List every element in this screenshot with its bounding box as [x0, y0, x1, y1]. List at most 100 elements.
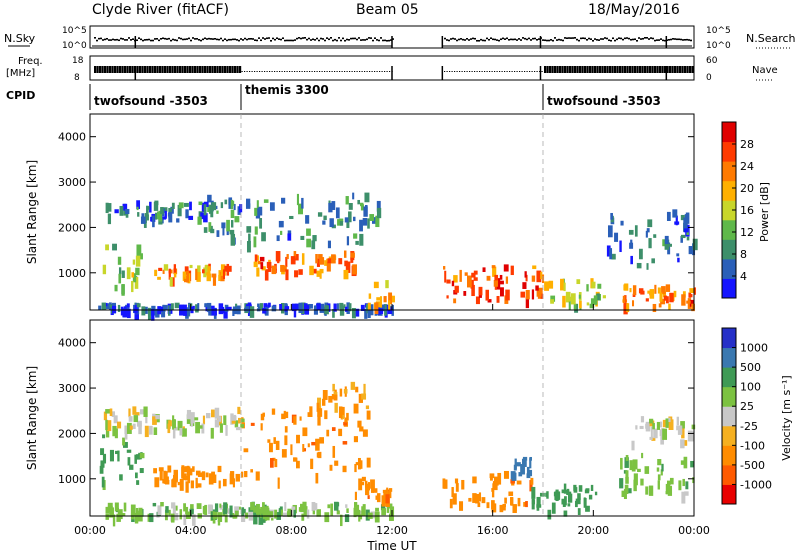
nsky-trace-segment	[596, 39, 598, 41]
power-pixel	[200, 212, 204, 220]
nsky-trace-segment	[244, 37, 246, 40]
time-tick-label: 12:00	[376, 524, 408, 537]
velocity-pixel	[124, 425, 127, 435]
cpid-segment-label: twofsound -3503	[94, 94, 208, 108]
velocity-pixel	[211, 409, 215, 418]
power-pixel	[350, 257, 354, 263]
nsky-trace-segment	[252, 38, 254, 40]
power-pixel	[536, 270, 542, 283]
nsky-trace-segment	[544, 39, 546, 42]
freq-sample	[606, 66, 609, 73]
power-pixel	[205, 264, 210, 273]
nsky-trace-segment	[654, 39, 656, 42]
nsky-trace-segment	[146, 38, 148, 41]
nsky-trace-segment	[178, 37, 180, 39]
power-pixel	[228, 197, 233, 209]
nsky-trace-segment	[600, 38, 602, 40]
power-pixel	[367, 218, 370, 229]
nsky-trace-segment	[582, 37, 584, 40]
colorbar-swatch	[722, 386, 736, 407]
velocity-pixel	[240, 424, 245, 428]
velocity-pixel	[561, 489, 567, 494]
power-pixel	[204, 303, 209, 308]
velocity-ylabel: Slant Range [km]	[25, 366, 39, 470]
power-echo-region	[253, 250, 357, 281]
power-pixel	[313, 268, 317, 274]
power-pixel	[245, 304, 251, 308]
power-pixel	[259, 303, 263, 310]
nsky-trace-segment	[296, 37, 298, 40]
velocity-pixel	[568, 493, 573, 503]
velocity-pixel	[172, 478, 177, 488]
velocity-pixel	[657, 459, 662, 466]
velocity-pixel	[241, 513, 246, 523]
power-pixel	[645, 230, 648, 238]
nsky-trace-segment	[138, 37, 140, 39]
nsky-trace-segment	[266, 37, 268, 40]
velocity-pixel	[517, 497, 521, 507]
power-pixel	[162, 269, 165, 274]
power-pixel	[620, 220, 624, 226]
power-pixel	[536, 289, 542, 297]
nsky-trace-segment	[536, 38, 538, 41]
power-pixel	[478, 286, 483, 296]
nsearch-label: N.Search	[746, 32, 796, 45]
nsky-trace-segment	[678, 38, 680, 41]
velocity-pixel	[201, 423, 205, 434]
nsky-trace-segment	[234, 38, 236, 41]
velocity-pixel	[145, 416, 148, 424]
colorbar-swatch	[722, 445, 736, 466]
nsky-trace-segment	[322, 38, 324, 40]
power-pixel	[525, 274, 528, 282]
power-pixel	[632, 293, 636, 297]
nsky-trace-segment	[130, 39, 132, 41]
velocity-pixel	[442, 478, 446, 489]
nave-sample	[284, 71, 286, 72]
power-pixel	[676, 253, 680, 257]
velocity-pixel	[635, 425, 638, 430]
velocity-pixel	[255, 471, 260, 481]
freq-sample	[636, 66, 639, 73]
velocity-pixel	[650, 426, 653, 438]
velocity-pixel	[149, 513, 154, 523]
freq-sample	[611, 66, 614, 73]
nsky-trace-segment	[162, 37, 164, 40]
power-pixel	[186, 270, 189, 283]
range-tick-label: 3000	[58, 382, 86, 395]
freq-sample	[654, 66, 657, 73]
velocity-pixel	[177, 481, 180, 486]
colorbar-tick-label: 25	[740, 400, 754, 413]
velocity-pixel	[481, 497, 486, 504]
nsky-trace-segment	[378, 39, 380, 42]
power-pixel	[657, 287, 661, 294]
velocity-pixel	[660, 469, 663, 476]
nsky-trace-segment	[380, 37, 382, 39]
nave-sample	[331, 71, 333, 72]
power-echo-region	[203, 192, 382, 253]
velocity-pixel	[143, 406, 148, 417]
nsky-trace-segment	[374, 37, 376, 39]
power-pixel	[234, 216, 240, 223]
velocity-pixel	[223, 502, 228, 515]
velocity-pixel	[158, 467, 164, 472]
power-pixel	[607, 225, 613, 238]
freq-sample	[99, 66, 102, 73]
power-pixel	[152, 215, 155, 228]
power-pixel	[666, 211, 671, 221]
velocity-pixel	[327, 504, 331, 509]
power-pixel	[203, 213, 208, 223]
power-pixel	[120, 207, 124, 215]
freq-sample	[559, 66, 562, 73]
nave-sample	[506, 71, 508, 72]
time-tick-label: 00:00	[74, 524, 106, 537]
power-pixel	[487, 299, 492, 303]
power-pixel	[198, 201, 203, 206]
power-pixel	[261, 266, 266, 271]
power-pixel	[163, 207, 168, 212]
nsky-trace-segment	[684, 38, 686, 41]
nsky-trace-segment	[472, 37, 474, 40]
freq-sample	[634, 66, 637, 73]
velocity-pixel	[657, 480, 660, 490]
velocity-pixel	[645, 486, 649, 495]
velocity-pixel	[129, 425, 133, 430]
